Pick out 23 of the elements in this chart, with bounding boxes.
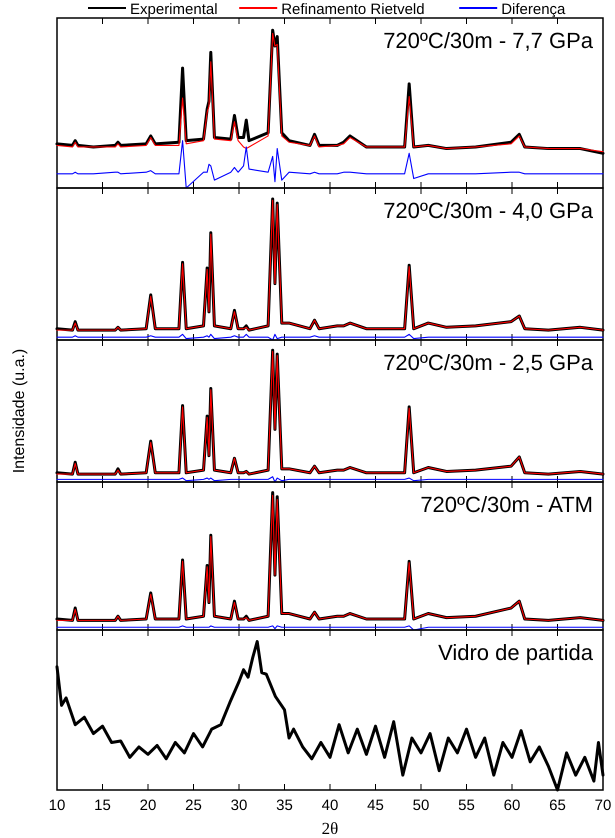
y-axis-title: Intensidade (u.a.) bbox=[11, 348, 28, 474]
x-tick-label: 70 bbox=[594, 797, 612, 814]
x-tick-label: 15 bbox=[94, 797, 111, 814]
x-tick-label: 50 bbox=[412, 797, 430, 814]
x-tick-label: 20 bbox=[140, 797, 156, 814]
x-tick-label: 35 bbox=[276, 797, 293, 814]
chart-title: Vidro de partida bbox=[438, 640, 594, 665]
chart-title: 720ºC/30m - ATM bbox=[420, 492, 593, 517]
chart-title: 720ºC/30m - 7,7 GPa bbox=[383, 28, 594, 53]
x-tick-label: 60 bbox=[504, 797, 520, 814]
x-tick-label: 10 bbox=[48, 797, 66, 814]
x-tick-label: 30 bbox=[230, 797, 248, 814]
x-tick-label: 40 bbox=[322, 797, 338, 814]
legend-label: Diferença bbox=[501, 1, 566, 18]
legend-label: Refinamento Rietveld bbox=[281, 1, 425, 18]
x-tick-label: 25 bbox=[185, 797, 202, 814]
x-tick-label: 55 bbox=[458, 797, 475, 814]
legend-label: Experimental bbox=[130, 1, 218, 18]
x-axis-title: 2θ bbox=[322, 819, 338, 838]
x-tick-label: 65 bbox=[549, 797, 566, 814]
chart-title: 720ºC/30m - 4,0 GPa bbox=[383, 198, 594, 223]
chart-title: 720ºC/30m - 2,5 GPa bbox=[383, 350, 594, 375]
x-tick-label: 45 bbox=[367, 797, 384, 814]
